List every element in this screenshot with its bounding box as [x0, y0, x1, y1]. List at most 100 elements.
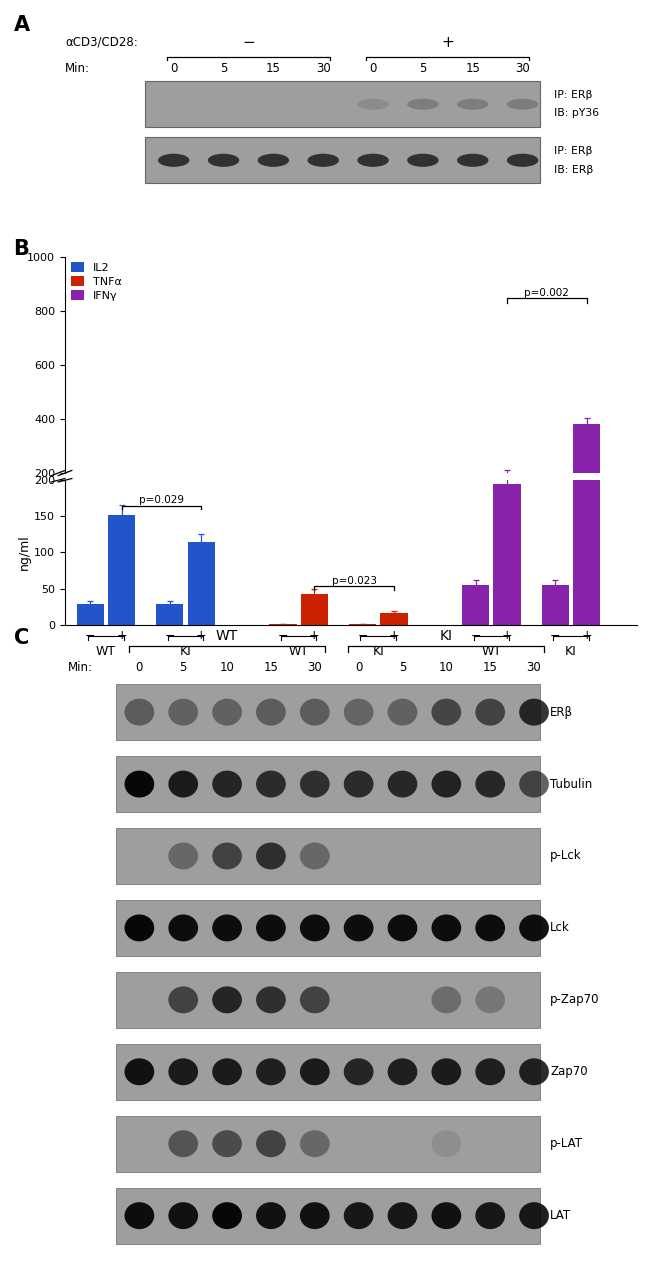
Text: KI: KI	[179, 645, 191, 657]
Ellipse shape	[125, 698, 154, 725]
Text: 5: 5	[399, 661, 406, 674]
Ellipse shape	[168, 914, 198, 941]
Ellipse shape	[168, 1130, 198, 1157]
Ellipse shape	[212, 1202, 242, 1229]
Ellipse shape	[168, 698, 198, 725]
Text: Min:: Min:	[65, 63, 90, 76]
Ellipse shape	[125, 914, 154, 941]
Bar	[116, 1188, 540, 1244]
Ellipse shape	[519, 1202, 549, 1229]
Ellipse shape	[168, 986, 198, 1013]
Ellipse shape	[212, 770, 242, 797]
Ellipse shape	[507, 99, 538, 109]
Text: 30: 30	[316, 63, 331, 76]
Bar	[493, 484, 521, 624]
Text: WT: WT	[96, 645, 116, 657]
Text: Tubulin: Tubulin	[550, 778, 592, 791]
Ellipse shape	[256, 914, 286, 941]
Bar	[462, 512, 489, 528]
Ellipse shape	[344, 770, 374, 797]
Ellipse shape	[407, 154, 439, 167]
Ellipse shape	[432, 770, 462, 797]
Ellipse shape	[387, 770, 417, 797]
Bar	[116, 900, 540, 957]
Ellipse shape	[208, 154, 239, 167]
Bar	[573, 424, 601, 528]
Bar	[301, 594, 328, 624]
Y-axis label: ng/ml: ng/ml	[18, 534, 31, 570]
Text: Min:: Min:	[68, 661, 93, 674]
Ellipse shape	[168, 770, 198, 797]
Text: p-Zap70: p-Zap70	[550, 994, 599, 1007]
Ellipse shape	[212, 1058, 242, 1085]
Ellipse shape	[125, 1058, 154, 1085]
Ellipse shape	[475, 770, 505, 797]
Bar	[380, 523, 408, 528]
Text: 15: 15	[483, 661, 498, 674]
Ellipse shape	[125, 1202, 154, 1229]
Ellipse shape	[256, 770, 286, 797]
Ellipse shape	[300, 842, 330, 869]
Ellipse shape	[358, 99, 389, 109]
Ellipse shape	[475, 1058, 505, 1085]
Text: IB: ERβ: IB: ERβ	[554, 164, 593, 175]
Ellipse shape	[387, 698, 417, 725]
Bar	[116, 1116, 540, 1172]
Ellipse shape	[300, 914, 330, 941]
Ellipse shape	[307, 154, 339, 167]
Text: 15: 15	[263, 661, 278, 674]
Ellipse shape	[344, 698, 374, 725]
Text: IP: ERβ: IP: ERβ	[554, 146, 592, 157]
Text: p=0.023: p=0.023	[332, 575, 376, 586]
Ellipse shape	[256, 842, 286, 869]
Ellipse shape	[300, 1058, 330, 1085]
Text: p-Lck: p-Lck	[550, 850, 582, 863]
Text: 5: 5	[220, 63, 228, 76]
Text: KI: KI	[372, 645, 384, 657]
Ellipse shape	[519, 698, 549, 725]
Ellipse shape	[475, 986, 505, 1013]
Bar	[462, 586, 489, 624]
Ellipse shape	[475, 1202, 505, 1229]
Text: 0: 0	[355, 661, 362, 674]
Ellipse shape	[344, 1058, 374, 1085]
Text: WT: WT	[289, 645, 309, 657]
Ellipse shape	[256, 698, 286, 725]
Text: 5: 5	[179, 661, 187, 674]
Text: 15: 15	[266, 63, 281, 76]
Ellipse shape	[256, 1058, 286, 1085]
Bar	[541, 586, 569, 624]
Ellipse shape	[212, 842, 242, 869]
Ellipse shape	[457, 154, 489, 167]
Text: p=0.029: p=0.029	[139, 494, 184, 505]
Ellipse shape	[300, 770, 330, 797]
Text: LAT: LAT	[550, 1210, 571, 1222]
Text: IB: pY36: IB: pY36	[554, 108, 599, 118]
Text: 15: 15	[465, 63, 480, 76]
Text: 0: 0	[369, 63, 377, 76]
Text: 10: 10	[439, 661, 454, 674]
Text: Lck: Lck	[550, 922, 570, 935]
Text: 10: 10	[220, 661, 235, 674]
Bar	[116, 1044, 540, 1100]
Bar	[116, 828, 540, 885]
Bar	[493, 474, 521, 528]
Ellipse shape	[212, 698, 242, 725]
Text: IP: ERβ: IP: ERβ	[554, 90, 592, 100]
Text: αCD3/CD28:: αCD3/CD28:	[65, 36, 138, 49]
Text: 30: 30	[515, 63, 530, 76]
Bar	[145, 81, 540, 127]
Ellipse shape	[475, 914, 505, 941]
Text: ERβ: ERβ	[550, 706, 573, 719]
Ellipse shape	[432, 1130, 462, 1157]
Bar	[116, 684, 540, 740]
Ellipse shape	[300, 698, 330, 725]
Ellipse shape	[168, 1202, 198, 1229]
Ellipse shape	[300, 1202, 330, 1229]
Text: p-LAT: p-LAT	[550, 1138, 583, 1150]
Bar	[116, 972, 540, 1028]
Ellipse shape	[519, 1058, 549, 1085]
Text: WT: WT	[216, 629, 238, 643]
Text: 30: 30	[307, 661, 322, 674]
Ellipse shape	[387, 914, 417, 941]
